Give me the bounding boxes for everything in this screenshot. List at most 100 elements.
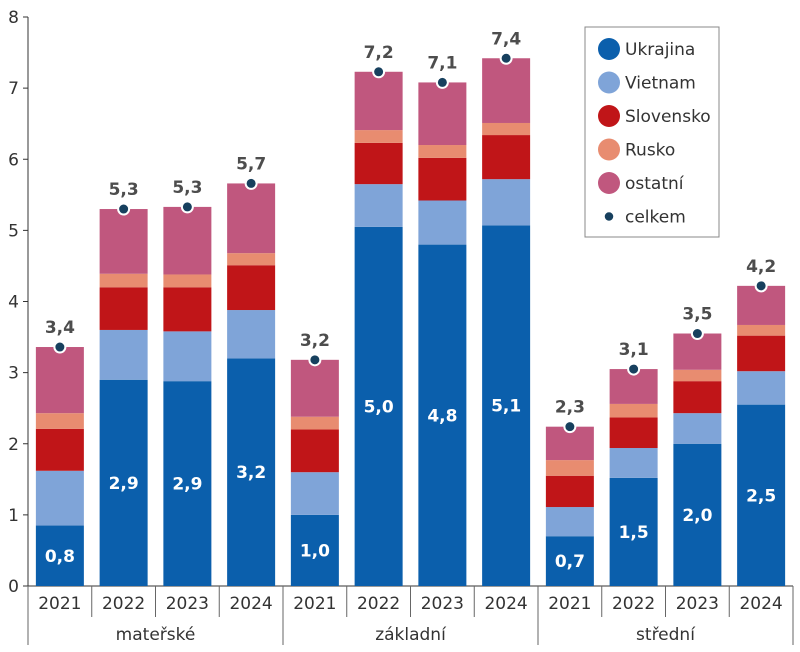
bar-segment-vietnam <box>227 310 276 359</box>
total-value-label: 7,4 <box>491 29 521 49</box>
bar-segment-ukrajina <box>227 358 276 586</box>
ukrajina-value-label: 2,0 <box>682 506 712 526</box>
bar-segment-rusko <box>290 416 339 430</box>
total-marker <box>372 65 386 79</box>
total-value-label: 5,7 <box>236 154 266 174</box>
bar-segment-ukrajina <box>354 226 403 586</box>
bar-segment-slovensko <box>163 287 212 332</box>
group-label: základní <box>375 625 447 645</box>
bar-segment-slovensko <box>609 417 658 449</box>
bar-segment-slovensko <box>35 428 84 471</box>
legend-swatch-slovensko <box>598 105 620 127</box>
bar-segment-ukrajina <box>163 381 212 586</box>
bar-segment-rusko <box>35 413 84 429</box>
bar-segment-ukrajina <box>482 225 531 587</box>
total-value-label: 2,3 <box>555 398 585 418</box>
legend-label: ostatní <box>625 174 685 194</box>
legend-swatch-ukrajina <box>598 38 620 60</box>
x-year-label: 2022 <box>357 594 400 614</box>
legend-swatch-ostatní <box>598 172 620 194</box>
bar-segment-vietnam <box>609 448 658 478</box>
y-tick-label: 4 <box>8 293 19 313</box>
bar-segment-rusko <box>163 274 212 288</box>
bar-segment-ostatní <box>163 206 212 275</box>
total-marker <box>180 200 194 214</box>
total-marker <box>754 279 768 293</box>
bar-segment-vietnam <box>354 184 403 227</box>
bar-segment-slovensko <box>290 429 339 473</box>
total-marker <box>563 420 577 434</box>
bar-segment-vietnam <box>673 413 722 444</box>
bar-segment-vietnam <box>418 200 467 245</box>
total-value-label: 3,5 <box>682 305 712 325</box>
y-tick-label: 2 <box>8 435 19 455</box>
legend-swatch-vietnam <box>598 71 620 94</box>
bar-segment-vietnam <box>163 331 212 382</box>
bar-segment-rusko <box>737 324 786 336</box>
group-label: střední <box>636 625 696 645</box>
total-marker <box>117 202 131 216</box>
y-tick-label: 5 <box>8 221 19 241</box>
x-year-label: 2021 <box>293 594 336 614</box>
y-tick-label: 1 <box>8 506 19 526</box>
bar-segment-ukrajina <box>609 477 658 586</box>
x-year-label: 2024 <box>484 594 527 614</box>
bar-segment-slovensko <box>673 381 722 414</box>
bar-segment-rusko <box>354 130 403 143</box>
legend-box <box>584 26 720 238</box>
bar-segment-ostatní <box>354 71 403 131</box>
bar-segment-rusko <box>482 122 531 136</box>
y-tick-label: 3 <box>8 364 19 384</box>
total-value-label: 7,1 <box>427 53 457 73</box>
ukrajina-value-label: 2,9 <box>172 475 202 495</box>
total-marker <box>53 340 67 354</box>
x-year-label: 2021 <box>548 594 591 614</box>
total-marker <box>499 51 513 65</box>
legend-swatch-celkem <box>603 210 615 223</box>
bar-segment-rusko <box>227 253 276 266</box>
ukrajina-value-label: 0,7 <box>555 552 585 572</box>
ukrajina-value-label: 2,5 <box>746 486 776 506</box>
bar-segment-rusko <box>673 369 722 382</box>
total-value-label: 3,2 <box>300 331 330 351</box>
total-value-label: 7,2 <box>364 43 394 63</box>
legend-swatch-rusko <box>598 138 620 161</box>
bar-segment-ostatní <box>737 285 786 325</box>
ukrajina-value-label: 0,8 <box>45 547 75 567</box>
legend: Ukrajina Vietnam Slovensko Rusko ostatní celk… <box>584 26 720 238</box>
x-year-label: 2022 <box>612 594 655 614</box>
y-tick-label: 0 <box>8 577 19 597</box>
total-value-label: 5,3 <box>109 180 139 200</box>
legend-label: celkem <box>625 208 686 228</box>
bar-segment-vietnam <box>290 472 339 515</box>
bar-segment-rusko <box>99 273 148 288</box>
bar-segment-ukrajina <box>35 525 84 586</box>
bar-segment-vietnam <box>482 179 531 226</box>
total-value-label: 5,3 <box>172 178 202 198</box>
x-year-label: 2024 <box>229 594 272 614</box>
bar-segment-slovensko <box>99 287 148 330</box>
bar-segment-vietnam <box>737 371 786 405</box>
ukrajina-value-label: 2,9 <box>109 474 139 494</box>
bar-segment-rusko <box>418 145 467 158</box>
bar-segment-slovensko <box>482 135 531 180</box>
x-year-label: 2023 <box>421 594 464 614</box>
bar-segment-ukrajina <box>290 514 339 586</box>
ukrajina-value-label: 3,2 <box>236 463 266 483</box>
legend-label: Vietnam <box>625 74 696 94</box>
total-marker <box>627 362 641 376</box>
data-labels: 0,8 2,9 2,9 3,2 1,0 5,0 4,8 5,1 0,7 1,5 2,0 2,5 3,4 5… <box>45 29 776 572</box>
legend-label: Rusko <box>625 141 675 161</box>
y-tick-label: 8 <box>8 8 19 28</box>
bar-segment-slovensko <box>545 475 594 508</box>
bar-segment-ukrajina <box>545 536 594 586</box>
total-value-label: 3,4 <box>45 318 75 338</box>
ukrajina-value-label: 1,5 <box>619 523 649 543</box>
bar-segment-ostatní <box>290 359 339 417</box>
total-marker <box>690 327 704 341</box>
y-tick-label: 7 <box>8 79 19 99</box>
bar-segment-vietnam <box>99 329 148 380</box>
ukrajina-value-label: 4,8 <box>427 406 457 426</box>
total-value-label: 4,2 <box>746 257 776 277</box>
